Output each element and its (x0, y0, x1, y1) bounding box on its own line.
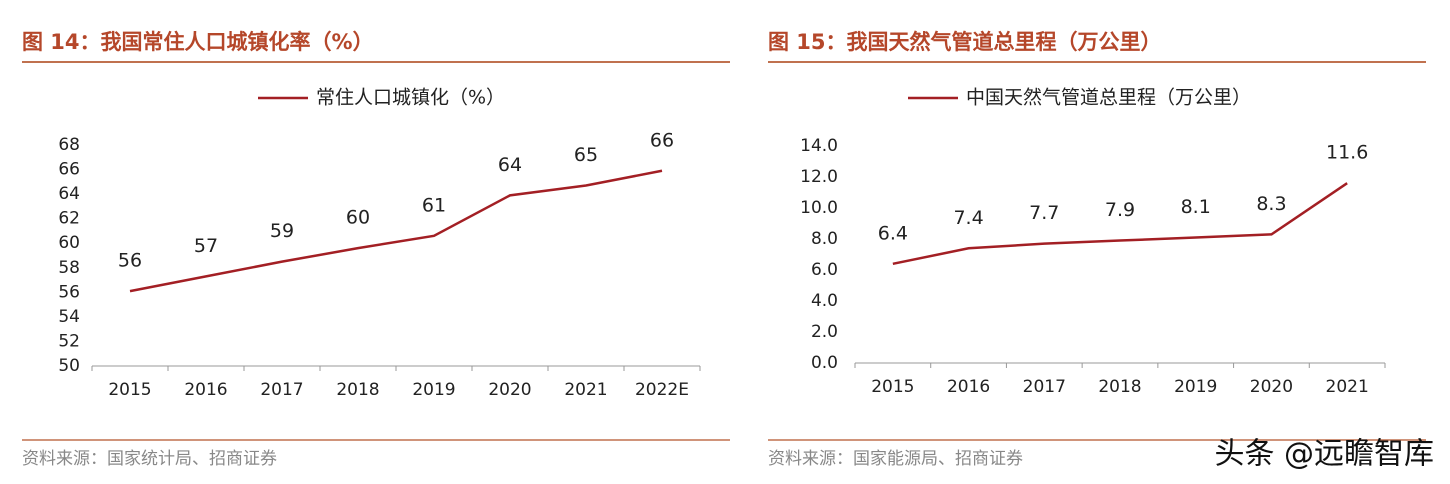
y-tick-label: 60 (58, 233, 80, 253)
source: 资料来源：国家能源局、招商证券 (768, 449, 1023, 469)
x-tick-label: 2019 (412, 380, 455, 400)
y-tick-label: 0.0 (811, 353, 838, 373)
x-tick-label: 2017 (260, 380, 303, 400)
data-label: 64 (498, 154, 522, 176)
data-label: 7.9 (1105, 199, 1135, 221)
data-label: 7.7 (1029, 202, 1059, 224)
y-tick-label: 2.0 (811, 322, 838, 342)
y-tick-label: 6.0 (811, 260, 838, 280)
y-tick-label: 62 (58, 209, 80, 229)
data-label: 66 (650, 129, 674, 151)
x-tick-label: 2021 (1326, 377, 1369, 397)
x-tick-label: 2019 (1174, 377, 1217, 397)
data-label: 7.4 (953, 207, 983, 229)
y-tick-label: 10.0 (800, 198, 838, 218)
data-label: 11.6 (1326, 142, 1368, 164)
x-tick-label: 2016 (947, 377, 990, 397)
x-tick-label: 2022E (635, 380, 689, 400)
y-tick-label: 68 (58, 135, 80, 155)
watermark: 头条 @远瞻智库 (1214, 437, 1434, 472)
y-tick-label: 50 (58, 356, 80, 376)
x-tick-label: 2018 (1098, 377, 1141, 397)
chart-title: 图 14：我国常住人口城镇化率（%） (22, 30, 374, 54)
y-tick-label: 8.0 (811, 229, 838, 249)
x-tick-label: 2017 (1023, 377, 1066, 397)
source: 资料来源：国家统计局、招商证券 (22, 449, 277, 469)
y-tick-label: 66 (58, 160, 80, 180)
data-label: 56 (118, 250, 142, 272)
legend-label: 中国天然气管道总里程（万公里） (966, 87, 1251, 109)
legend-label: 常住人口城镇化（%） (316, 87, 505, 109)
y-tick-label: 4.0 (811, 291, 838, 311)
x-tick-label: 2018 (336, 380, 379, 400)
chart-title: 图 15：我国天然气管道总里程（万公里） (768, 30, 1162, 54)
data-label: 6.4 (878, 222, 908, 244)
x-tick-label: 2015 (108, 380, 151, 400)
y-tick-label: 12.0 (800, 167, 838, 187)
data-label: 61 (422, 194, 446, 216)
line (892, 182, 1348, 266)
x-tick-label: 2015 (871, 377, 914, 397)
line (129, 169, 663, 293)
x-tick-label: 2020 (1250, 377, 1293, 397)
data-label: 8.3 (1256, 193, 1286, 215)
y-tick-label: 54 (58, 307, 80, 327)
data-label: 8.1 (1181, 196, 1211, 218)
data-label: 59 (270, 220, 294, 242)
y-tick-label: 56 (58, 282, 80, 302)
data-label: 57 (194, 235, 218, 257)
y-tick-label: 58 (58, 258, 80, 278)
data-label: 65 (574, 144, 598, 166)
x-tick-label: 2021 (564, 380, 607, 400)
data-label: 60 (346, 207, 370, 229)
y-tick-label: 52 (58, 331, 80, 351)
x-tick-label: 2020 (488, 380, 531, 400)
y-tick-label: 14.0 (800, 136, 838, 156)
y-tick-label: 64 (58, 184, 80, 204)
x-tick-label: 2016 (184, 380, 227, 400)
